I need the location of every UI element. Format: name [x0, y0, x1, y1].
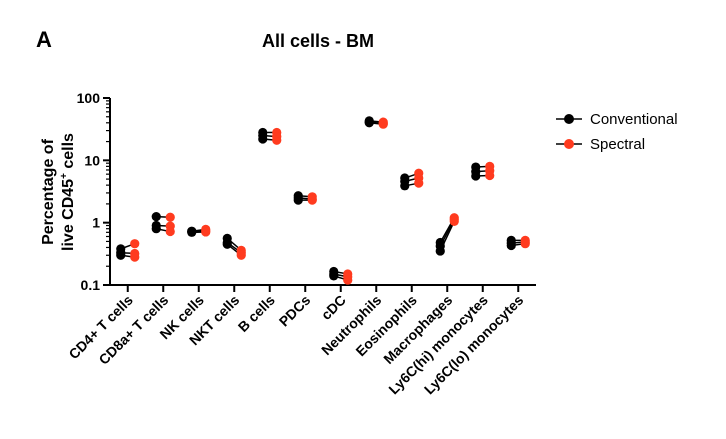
data-marks: [116, 116, 530, 285]
conventional-point: [364, 118, 374, 128]
legend-marker: [564, 139, 574, 149]
legend-label: Spectral: [590, 136, 645, 153]
spectral-point: [520, 239, 530, 249]
legend-label: Conventional: [590, 111, 678, 128]
spectral-point: [414, 178, 424, 188]
y-axis-label-line1: Percentage of: [40, 138, 57, 244]
spectral-point: [307, 195, 317, 205]
conventional-point: [151, 224, 161, 234]
legend: Conventional Spectral: [556, 111, 678, 153]
spectral-point: [130, 252, 140, 262]
spectral-point: [165, 212, 175, 222]
spectral-point: [485, 170, 495, 181]
x-tick-label: B cells: [235, 292, 278, 335]
spectral-point: [449, 216, 459, 226]
conventional-point: [400, 181, 410, 191]
spectral-point: [378, 119, 388, 129]
conventional-point: [293, 195, 303, 205]
y-tick-label: 1: [92, 215, 100, 231]
panel-label: A: [36, 27, 52, 52]
spectral-point: [236, 250, 246, 260]
conventional-point: [329, 271, 339, 281]
axes: [109, 98, 536, 286]
y-tick-label: 0.1: [81, 277, 101, 293]
y-tick-label: 100: [77, 90, 101, 106]
x-tick-label: PDCs: [276, 292, 314, 330]
spectral-point: [201, 227, 211, 237]
spectral-point: [165, 226, 175, 237]
conventional-point: [506, 240, 516, 251]
y-ticks: 0.1 1 10 100: [77, 90, 110, 293]
conventional-point: [258, 134, 268, 144]
y-axis-label: Percentage of live CD45+ cells: [40, 133, 77, 251]
legend-marker: [564, 114, 574, 124]
y-axis-label-line2: live CD45+ cells: [59, 133, 77, 251]
conventional-point: [471, 171, 481, 181]
chart-title: All cells - BM: [262, 31, 374, 51]
x-tick-label: cDC: [318, 292, 349, 323]
conventional-point: [151, 212, 161, 222]
conventional-point: [187, 227, 197, 237]
conventional-point: [435, 246, 445, 256]
spectral-point: [343, 275, 353, 285]
y-tick-label: 10: [84, 152, 100, 168]
conventional-point: [222, 239, 232, 249]
conventional-point: [116, 250, 126, 260]
spectral-point: [272, 135, 282, 145]
spectral-point: [130, 239, 140, 249]
